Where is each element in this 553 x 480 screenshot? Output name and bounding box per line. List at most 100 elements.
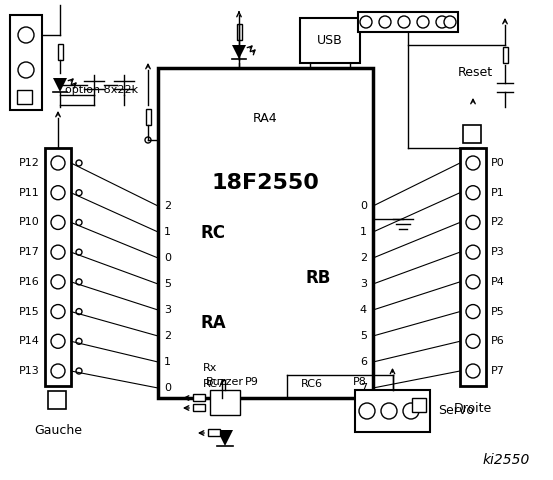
Circle shape: [379, 16, 391, 28]
Circle shape: [359, 403, 375, 419]
Text: 6: 6: [360, 357, 367, 367]
Circle shape: [436, 16, 448, 28]
Polygon shape: [217, 430, 233, 446]
Text: Reset: Reset: [458, 67, 493, 80]
Text: 2: 2: [164, 331, 171, 341]
Bar: [463, 125, 481, 143]
Text: P9: P9: [245, 377, 259, 387]
Polygon shape: [232, 45, 246, 59]
Text: 3: 3: [360, 279, 367, 289]
Text: P11: P11: [19, 188, 40, 198]
Circle shape: [466, 334, 480, 348]
Bar: [158, 68, 373, 398]
Circle shape: [51, 216, 65, 229]
Bar: [45, 148, 71, 386]
Text: P1: P1: [491, 188, 505, 198]
Circle shape: [51, 334, 65, 348]
Bar: [193, 404, 205, 411]
Bar: [503, 47, 508, 63]
Text: Buzzer: Buzzer: [206, 377, 244, 387]
Circle shape: [466, 364, 480, 378]
Text: 0: 0: [360, 201, 367, 211]
Text: 4: 4: [360, 305, 367, 315]
Circle shape: [18, 62, 34, 78]
Bar: [355, 390, 430, 432]
Text: P4: P4: [491, 277, 505, 287]
Circle shape: [145, 137, 151, 143]
Text: P6: P6: [491, 336, 505, 346]
Circle shape: [417, 16, 429, 28]
Circle shape: [51, 305, 65, 319]
Text: P8: P8: [353, 377, 367, 387]
Text: RC7: RC7: [203, 379, 225, 389]
Circle shape: [51, 275, 65, 289]
Circle shape: [51, 156, 65, 170]
Text: 5: 5: [360, 331, 367, 341]
Circle shape: [466, 305, 480, 319]
Text: RA: RA: [200, 314, 226, 332]
Text: 7: 7: [360, 383, 367, 393]
Circle shape: [76, 219, 82, 226]
Bar: [237, 24, 242, 40]
Text: RB: RB: [306, 269, 331, 287]
Circle shape: [466, 186, 480, 200]
Text: 2: 2: [164, 201, 171, 211]
Circle shape: [51, 364, 65, 378]
Text: 18F2550: 18F2550: [212, 173, 320, 193]
Circle shape: [360, 16, 372, 28]
Text: 0: 0: [164, 253, 171, 263]
Bar: [300, 18, 360, 63]
Text: P5: P5: [491, 307, 505, 317]
Text: RC6: RC6: [301, 379, 323, 389]
Text: 5: 5: [164, 279, 171, 289]
Text: Servo: Servo: [438, 405, 474, 418]
Circle shape: [76, 338, 82, 344]
Circle shape: [466, 156, 480, 170]
Bar: [460, 148, 486, 386]
Text: 3: 3: [164, 305, 171, 315]
Text: Droite: Droite: [454, 401, 492, 415]
Circle shape: [444, 16, 456, 28]
Circle shape: [18, 27, 34, 43]
Text: P14: P14: [19, 336, 40, 346]
Text: P12: P12: [19, 158, 40, 168]
Text: P16: P16: [19, 277, 40, 287]
Text: Rx: Rx: [203, 363, 217, 373]
Text: P17: P17: [19, 247, 40, 257]
Circle shape: [76, 190, 82, 196]
Circle shape: [466, 216, 480, 229]
Circle shape: [466, 275, 480, 289]
Text: 0: 0: [164, 383, 171, 393]
Text: Gauche: Gauche: [34, 423, 82, 436]
Circle shape: [51, 245, 65, 259]
Bar: [48, 391, 66, 409]
Circle shape: [381, 403, 397, 419]
Bar: [358, 12, 458, 32]
Text: ki2550: ki2550: [483, 453, 530, 467]
Text: 2: 2: [360, 253, 367, 263]
Text: RC: RC: [200, 224, 225, 242]
Bar: [58, 44, 62, 60]
Circle shape: [398, 16, 410, 28]
Text: RA4: RA4: [253, 111, 278, 124]
Bar: [208, 429, 220, 436]
Text: P7: P7: [491, 366, 505, 376]
Polygon shape: [53, 78, 67, 92]
Circle shape: [466, 245, 480, 259]
Circle shape: [76, 309, 82, 314]
Circle shape: [51, 186, 65, 200]
Text: 1: 1: [360, 227, 367, 237]
Bar: [10, 15, 42, 110]
Text: P15: P15: [19, 307, 40, 317]
Circle shape: [76, 249, 82, 255]
Circle shape: [76, 368, 82, 374]
Bar: [210, 390, 240, 415]
Circle shape: [76, 279, 82, 285]
Text: P0: P0: [491, 158, 505, 168]
Text: 1: 1: [164, 357, 171, 367]
Text: option 8x22k: option 8x22k: [65, 85, 138, 95]
Text: P3: P3: [491, 247, 505, 257]
Text: P13: P13: [19, 366, 40, 376]
Text: P2: P2: [491, 217, 505, 228]
Circle shape: [403, 403, 419, 419]
